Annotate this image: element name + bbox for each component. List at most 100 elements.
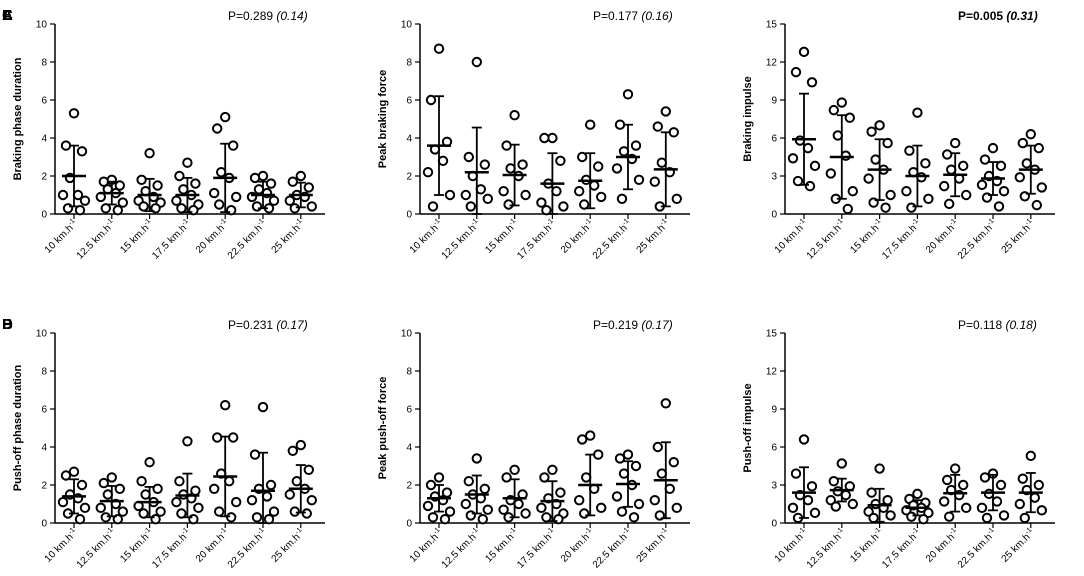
panel-f-category-label: 10 km.h-1 xyxy=(772,527,810,565)
panel-c-data-point xyxy=(614,119,626,130)
panel-d-data-point xyxy=(541,512,552,523)
panel-c-data-point xyxy=(433,43,445,54)
panel-a-data-point xyxy=(60,140,72,151)
panel-d-data-point xyxy=(668,457,679,468)
panel-c-data-point xyxy=(611,163,623,174)
panel-b-data-point xyxy=(95,502,107,513)
panel-d-category-label: 22.5 km.h-1 xyxy=(590,527,634,571)
panel-c-data-point xyxy=(437,155,449,167)
panel-c-data-point xyxy=(668,127,679,138)
panel-b-data-point xyxy=(117,506,129,517)
panel-f-category-label: 22.5 km.h-1 xyxy=(955,527,999,571)
panel-e-category-label: 15 km.h-1 xyxy=(848,218,886,256)
panel-b-data-point xyxy=(301,508,312,519)
panel-d-p-value: P=0.219 (0.17) xyxy=(593,318,673,332)
panel-c-data-point xyxy=(618,146,630,157)
panel-f-data-point xyxy=(840,489,851,501)
panel-c-data-point xyxy=(422,167,434,178)
panel-f-data-point xyxy=(866,487,877,498)
panel-e-data-point xyxy=(794,135,806,146)
panel-d-data-point xyxy=(441,487,453,498)
panel-d-data-point xyxy=(596,502,607,513)
panel-c-data-point xyxy=(463,151,474,163)
panel-d-data-point xyxy=(622,449,634,460)
panel-e-data-point xyxy=(995,160,1007,172)
panel-b-data-point xyxy=(174,476,185,487)
panel-b-data-point xyxy=(212,432,223,443)
panel-c-category-label: 22.5 km.h-1 xyxy=(590,218,634,262)
panel-a-data-point xyxy=(188,205,199,216)
panel-b-data-point xyxy=(136,476,147,487)
panel-f-data-point xyxy=(830,501,841,512)
panel-d-data-point xyxy=(664,483,675,494)
panel-d-data-point xyxy=(422,500,434,512)
panel-b-data-point xyxy=(144,457,155,468)
panel-b-data-point xyxy=(261,491,273,502)
panel-b-y-tick-label: 2 xyxy=(41,481,47,492)
panel-e-data-point xyxy=(939,180,950,192)
panel-a: A P=0.289 (0.14) Braking phase duration 0 2 4… xyxy=(2,7,325,262)
panel-f-y-tick-label: 15 xyxy=(766,329,778,340)
panel-b-data-point xyxy=(224,476,235,487)
panel-b-data-point xyxy=(98,477,110,489)
panel-b-data-point xyxy=(100,512,112,523)
panel-f-data-point xyxy=(995,479,1007,491)
panel-a-data-point xyxy=(176,203,187,214)
panel-c-data-point xyxy=(579,199,590,210)
panel-b-data-point xyxy=(140,489,151,500)
panel-a-data-point xyxy=(171,195,182,206)
panel-a-data-point xyxy=(287,176,298,187)
panel-f-data-point xyxy=(942,474,953,486)
panel-d-data-point xyxy=(671,502,682,513)
panel-f-data-point xyxy=(868,512,879,524)
panel-b-data-point xyxy=(60,470,72,481)
panel-d-y-label: Peak push-off force xyxy=(377,377,389,480)
panel-f-data-point xyxy=(809,507,821,519)
panel-b-data-point xyxy=(106,472,118,483)
panel-e-y-tick-label: 12 xyxy=(766,58,778,69)
panel-c-category-label: 15 km.h-1 xyxy=(483,218,521,256)
panel-d-data-point xyxy=(616,506,628,517)
panel-c-data-point xyxy=(460,189,471,201)
panel-b-data-point xyxy=(291,476,302,487)
panel-f-data-point xyxy=(912,488,923,500)
panel-f-category-label: 12.5 km.h-1 xyxy=(804,527,848,571)
panel-a-data-point xyxy=(284,195,295,206)
panel-e-data-point xyxy=(1017,137,1028,149)
panel-e-data-point xyxy=(901,186,912,197)
panel-e-data-point xyxy=(863,173,874,184)
panel-b-data-point xyxy=(102,489,114,500)
panel-b-data-point xyxy=(284,489,295,500)
panel-b-data-point xyxy=(150,514,161,525)
panel-c-data-point xyxy=(471,56,482,68)
panel-a-y-tick-label: 2 xyxy=(41,172,47,183)
panel-a-category-label: 25 km.h-1 xyxy=(269,218,307,256)
panel-b-data-point xyxy=(303,464,314,475)
panel-a-data-point xyxy=(295,170,306,182)
panel-d-data-point xyxy=(630,460,642,472)
panel-a-data-point xyxy=(220,111,231,123)
panel-e-data-point xyxy=(836,97,847,108)
panel-d-data-point xyxy=(579,508,590,519)
panel-e: E P=0.005 (0.31) Braking impulse 0 3 6 9 12 15 10… xyxy=(2,7,1055,262)
panel-e-data-point xyxy=(946,164,957,175)
panel-f-category-label: 15 km.h-1 xyxy=(848,527,886,565)
panel-f-y-tick-label: 12 xyxy=(766,367,778,378)
panel-e-data-point xyxy=(1014,172,1025,183)
panel-e-data-point xyxy=(904,145,915,156)
panel-b-y-tick-label: 6 xyxy=(41,405,47,416)
panel-e-data-point xyxy=(882,137,893,149)
panel-c-data-point xyxy=(589,180,600,191)
panel-f: F P=0.118 (0.18) Push-off impulse 0 3 6 9 12 15 1… xyxy=(2,316,1055,571)
panel-d-data-point xyxy=(547,464,558,475)
panel-a-data-point xyxy=(212,123,223,134)
panel-e-y-label: Braking impulse xyxy=(742,76,754,162)
panel-a-data-point xyxy=(79,195,91,206)
panel-c-data-point xyxy=(475,184,486,195)
panel-c-data-point xyxy=(616,193,628,205)
panel-e-data-point xyxy=(866,126,877,137)
panel-b-data-point xyxy=(214,506,225,517)
panel-a-y-tick-label: 4 xyxy=(41,134,47,145)
panel-b-data-point xyxy=(74,514,86,525)
panel-c-data-point xyxy=(593,161,604,172)
